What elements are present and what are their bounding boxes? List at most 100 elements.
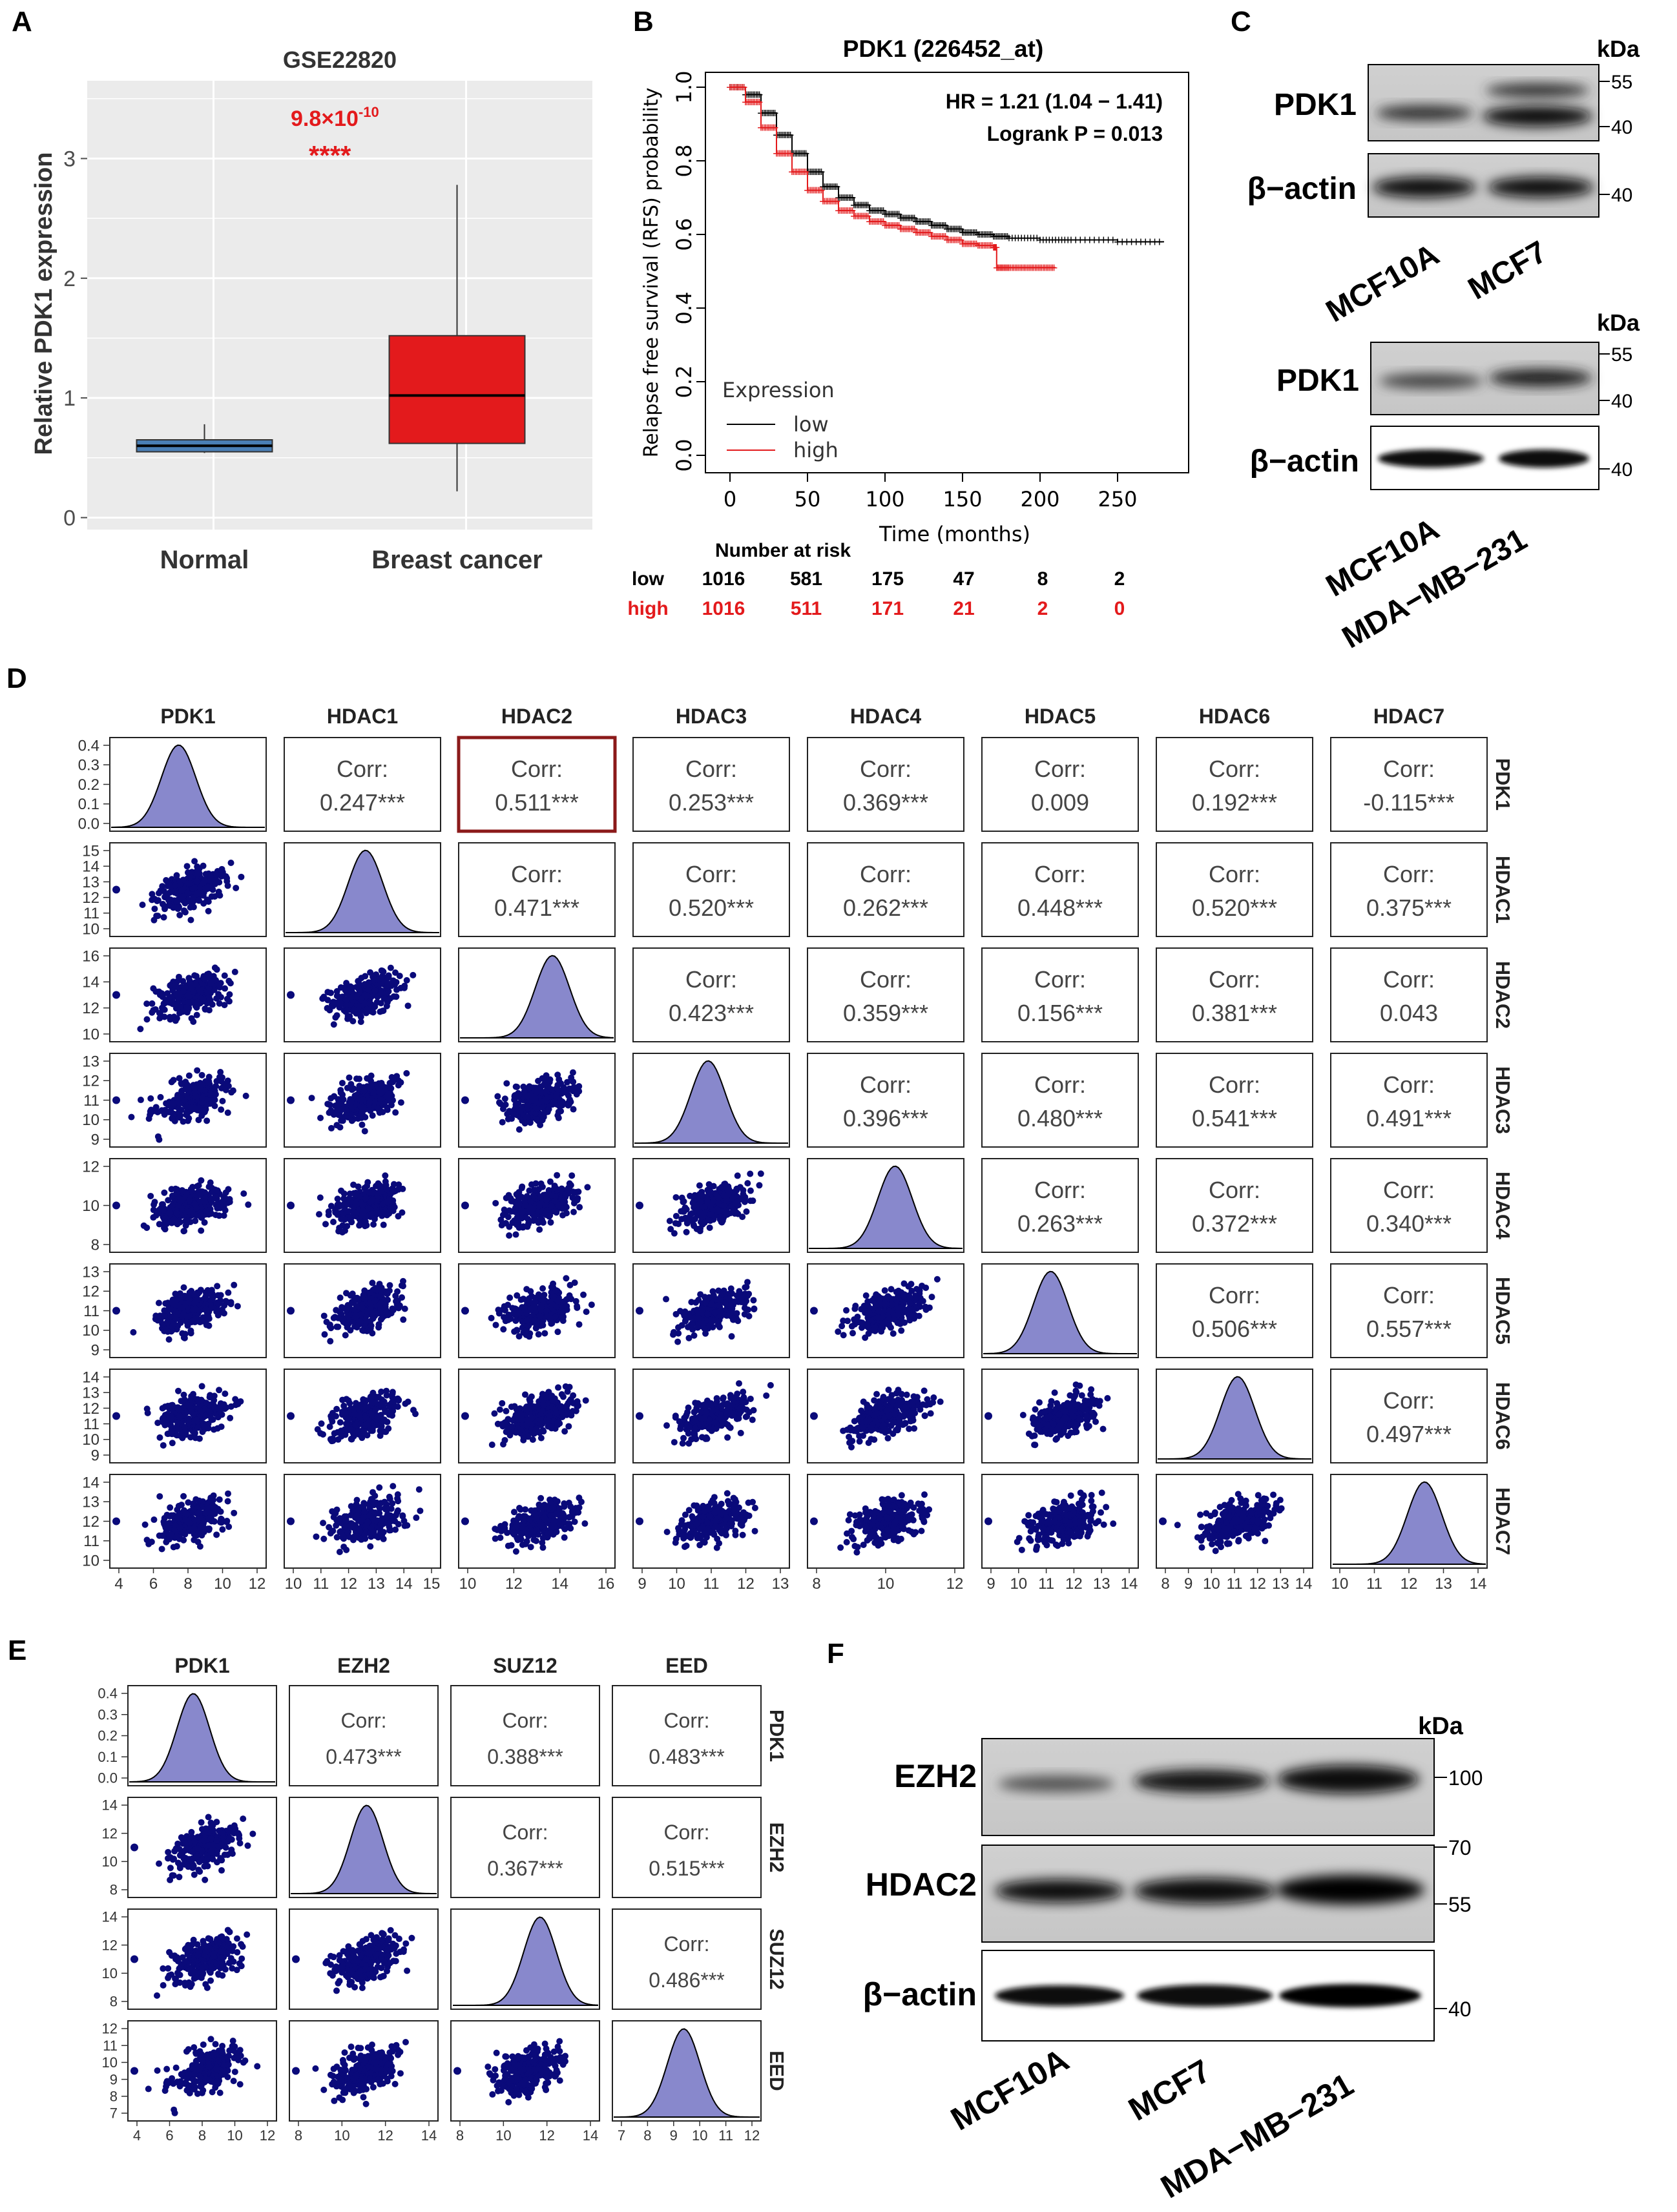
scatter-point [504, 1111, 510, 1117]
scatter-point [503, 1080, 510, 1086]
scatter-point [339, 1114, 345, 1121]
scatter-point [327, 1338, 333, 1345]
corr-value: 0.541*** [1192, 1105, 1277, 1132]
scatter-point [161, 905, 168, 912]
panel-c-top-marker-40b: 40 [1611, 185, 1632, 206]
scatter-point [519, 1215, 525, 1221]
scatter-point [169, 1115, 175, 1122]
scatter-point [149, 896, 155, 903]
scatter-point [726, 1310, 733, 1317]
scatter-point [376, 1189, 382, 1195]
scatter-point [202, 1006, 209, 1013]
scatter-point [554, 1071, 561, 1078]
scatter-point [167, 982, 173, 989]
scatter-point [707, 1225, 713, 1231]
column-header: HDAC4 [850, 705, 921, 728]
scatter-point [191, 885, 198, 891]
scatter-point [730, 1317, 736, 1323]
scatter-point [388, 1102, 395, 1108]
scatter-point [218, 1292, 224, 1298]
panel-c-bottom-actin-label: β−actin [1250, 444, 1359, 479]
scatter-point [362, 1000, 368, 1007]
scatter-point [503, 1220, 509, 1226]
scatter-point [216, 892, 223, 898]
scatter-point [198, 1113, 205, 1119]
scatter-point [500, 1326, 506, 1332]
scatter-point [182, 1410, 189, 1416]
scatter-point [356, 1222, 362, 1228]
band [1376, 105, 1473, 121]
scatter-point [552, 1314, 558, 1320]
scatter-point [523, 1317, 530, 1323]
scatter-point [352, 1295, 359, 1301]
scatter-point [334, 988, 340, 995]
scatter-point [191, 1300, 198, 1307]
scatter-point [714, 1194, 721, 1201]
scatter-point [176, 912, 183, 918]
scatter-point [368, 1301, 374, 1307]
scatter-point [549, 1192, 556, 1198]
band [1499, 450, 1589, 468]
scatter-point [180, 1228, 187, 1234]
scatter-point [232, 1396, 238, 1403]
scatter-point [185, 1087, 192, 1093]
matrix-cell [1156, 843, 1313, 936]
scatter-point [328, 1095, 334, 1102]
scatter-point [173, 1190, 180, 1196]
scatter-point [758, 1170, 764, 1177]
scatter-point [890, 1330, 897, 1337]
band [1373, 177, 1476, 198]
panel-label-f: F [827, 1638, 844, 1669]
scatter-point [334, 1012, 340, 1018]
scatter-point [395, 1077, 402, 1084]
scatter-point [161, 1313, 168, 1319]
scatter-point [360, 1208, 366, 1214]
scatter-point [335, 1210, 341, 1216]
scatter-point [553, 1208, 559, 1215]
scatter-point [506, 1294, 513, 1301]
scatter-point [563, 1204, 570, 1210]
panel-b-x-axis-label: Time (months) [879, 522, 1030, 546]
panel-c-bottom-marker-40b: 40 [1611, 459, 1632, 481]
scatter-point [181, 1334, 187, 1341]
panel-b-risk-low-label: low [632, 568, 665, 590]
scatter-point [744, 1279, 751, 1285]
scatter-point [711, 1292, 717, 1299]
scatter-point [527, 1288, 534, 1294]
corr-value: 0.359*** [843, 1000, 928, 1026]
scatter-point [369, 1279, 375, 1286]
scatter-point [349, 993, 356, 1000]
scatter-point [337, 1124, 343, 1131]
scatter-point [849, 1330, 856, 1336]
panel-c-top-kda: kDa [1597, 36, 1640, 62]
scatter-point [336, 1106, 342, 1112]
scatter-point [201, 1423, 207, 1430]
scatter-point [138, 1097, 144, 1103]
risk-low-count: 8 [1037, 568, 1048, 590]
scatter-point [205, 1211, 212, 1217]
panel-b-y-axis-label: Relapse free survival (RFS) probability [640, 88, 663, 458]
scatter-point [516, 1310, 522, 1316]
corr-value: 0.491*** [1366, 1105, 1452, 1132]
corr-label: Corr: [1383, 1071, 1435, 1098]
scatter-point [382, 1172, 388, 1179]
scatter-point [174, 1221, 181, 1227]
scatter-point [542, 1210, 548, 1216]
row-header: HDAC3 [1492, 1066, 1514, 1134]
scatter-point [161, 1190, 167, 1196]
panel-b-legend-high: high [793, 438, 838, 462]
scatter-point [673, 1213, 680, 1219]
scatter-point [339, 1080, 346, 1086]
scatter-point [523, 1310, 530, 1317]
scatter-point [731, 1298, 738, 1305]
scatter-point [358, 1113, 364, 1119]
corr-label: Corr: [1034, 966, 1086, 993]
panel-label-c: C [1231, 6, 1251, 37]
scatter-point [878, 1324, 884, 1330]
scatter-point [549, 1293, 556, 1299]
scatter-point [876, 1308, 882, 1315]
scatter-point [400, 1316, 406, 1323]
scatter-point [174, 1297, 180, 1303]
scatter-point [385, 988, 391, 995]
